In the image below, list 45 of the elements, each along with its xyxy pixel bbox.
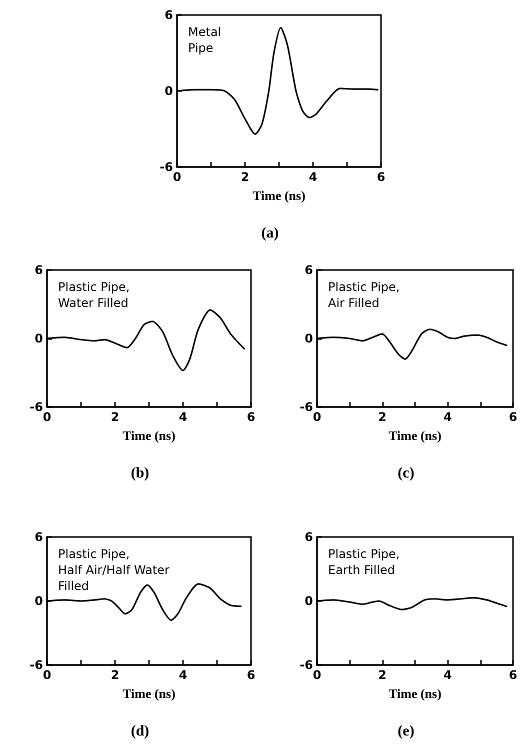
x-tick-label: 4 (308, 170, 318, 184)
y-tick-label: 0 (164, 84, 173, 98)
text: Plastic Pipe, Half Air/Half Water Filled (58, 547, 170, 593)
text: (e) (398, 724, 414, 740)
x-tick-label: 2 (378, 668, 387, 682)
y-tick-label: -6 (300, 658, 313, 672)
x-tick-label: 6 (508, 410, 518, 424)
y-tick-label: 0 (34, 332, 43, 346)
x-axis-title: Time (ns) (388, 686, 442, 701)
x-tick-label: 4 (443, 668, 452, 682)
y-tick-label: 0 (304, 594, 313, 608)
x-axis-title: Time (ns) (122, 428, 176, 443)
x-tick-label: 6 (508, 668, 518, 682)
text: (d) (130, 724, 150, 740)
x-tick-label: 2 (240, 170, 250, 184)
x-tick-label: 2 (110, 410, 120, 424)
x-tick-label: 2 (378, 410, 387, 424)
x-tick-label: 4 (443, 410, 452, 424)
x-tick-label: 6 (376, 170, 386, 184)
y-tick-label: 6 (304, 530, 313, 544)
y-tick-label: 6 (164, 8, 173, 22)
y-tick-label: -6 (300, 400, 313, 414)
x-tick-label: 4 (178, 668, 188, 682)
x-axis-title: Time (ns) (122, 686, 176, 701)
text: (b) (130, 466, 150, 482)
x-axis-title: Time (ns) (252, 188, 306, 203)
y-tick-label: 6 (34, 263, 43, 277)
y-tick-label: 6 (304, 263, 313, 277)
text: Plastic Pipe, Air Filled (328, 280, 400, 310)
text: Plastic Pipe, Earth Filled (328, 547, 400, 577)
y-tick-label: 6 (34, 530, 43, 544)
x-tick-label: 6 (246, 668, 256, 682)
x-tick-label: 4 (178, 410, 188, 424)
text: (a) (261, 226, 279, 242)
text: Metal Pipe (188, 25, 222, 55)
y-tick-label: -6 (160, 160, 173, 174)
x-tick-label: 2 (110, 668, 120, 682)
x-axis-title: Time (ns) (388, 428, 442, 443)
y-tick-label: 0 (304, 332, 313, 346)
y-tick-label: -6 (30, 400, 43, 414)
text: (c) (398, 466, 414, 482)
text: Plastic Pipe, Water Filled (58, 280, 130, 310)
x-tick-label: 6 (246, 410, 256, 424)
y-tick-label: -6 (30, 658, 43, 672)
y-tick-label: 0 (34, 594, 43, 608)
